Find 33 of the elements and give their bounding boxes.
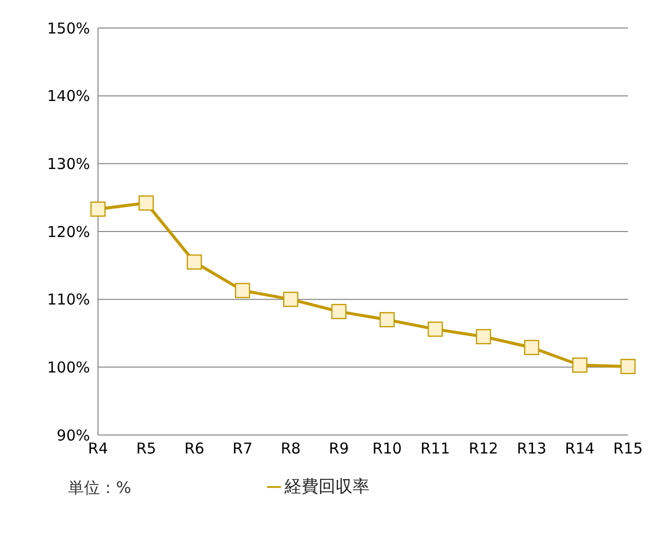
text: 単位：% xyxy=(68,478,132,499)
point xyxy=(331,304,347,320)
y-tick-label: 120% xyxy=(47,222,90,241)
point xyxy=(476,329,492,344)
x-tick-label: R13 xyxy=(516,440,546,458)
x-tick-label: R6 xyxy=(184,440,204,458)
point xyxy=(234,282,250,298)
point xyxy=(524,340,540,356)
y-tick-label: 100% xyxy=(47,358,90,376)
x-tick-label: R5 xyxy=(136,440,156,458)
y-tick-label: 110% xyxy=(47,290,90,309)
point xyxy=(428,322,443,337)
y-tick-label: 130% xyxy=(47,154,90,173)
point xyxy=(283,292,298,307)
x-tick-label: R12 xyxy=(468,440,498,458)
x-tick-label: R15 xyxy=(613,440,643,458)
point xyxy=(620,358,636,374)
x-tick-label: R10 xyxy=(372,440,402,458)
x-tick-label: R7 xyxy=(232,440,253,458)
y-tick-label: 140% xyxy=(47,87,90,106)
point xyxy=(379,312,395,328)
y-tick-label: 150% xyxy=(47,19,90,38)
legend-label: 経費回収率 xyxy=(284,477,370,497)
x-tick-label: R9 xyxy=(328,440,349,458)
x-tick-label: R14 xyxy=(565,440,595,458)
point xyxy=(90,202,106,217)
point xyxy=(572,358,588,373)
x-tick-label: R4 xyxy=(88,440,108,458)
point xyxy=(186,254,202,270)
point xyxy=(138,195,154,211)
y-tick-label: 90% xyxy=(56,426,90,444)
x-tick-label: R11 xyxy=(420,440,450,458)
x-tick-label: R8 xyxy=(280,440,301,458)
